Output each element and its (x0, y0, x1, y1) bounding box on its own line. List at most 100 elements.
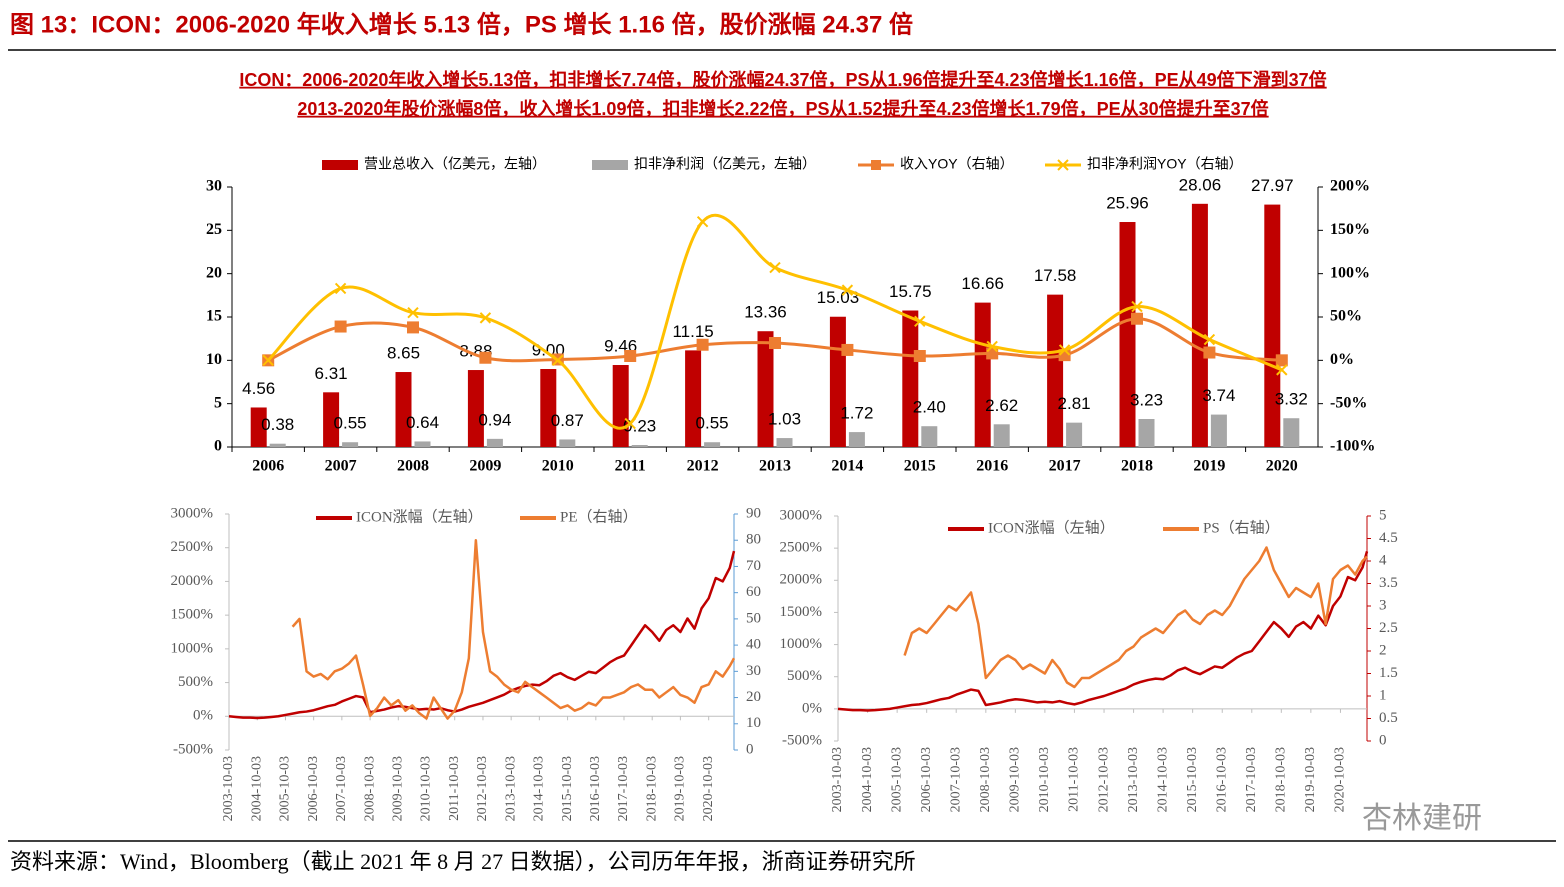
legend-label: PE（右轴） (560, 508, 638, 525)
y2-tick-label: 40 (746, 637, 761, 653)
data-label: 27.97 (1251, 176, 1294, 195)
x-tick-label: 2016-10-03 (588, 756, 603, 821)
data-label: 1.72 (840, 404, 873, 423)
line-marker (986, 347, 999, 360)
line-marker (624, 350, 637, 362)
x-tick-label: 2017-10-03 (1244, 747, 1259, 812)
line-marker (262, 354, 274, 367)
x-tick-label: 2006-10-03 (919, 747, 934, 812)
x-tick-label: 2003-10-03 (221, 756, 236, 821)
bar (1047, 294, 1064, 447)
bar (776, 438, 793, 447)
bar (757, 331, 774, 447)
line-marker (624, 417, 636, 430)
bar (993, 424, 1010, 447)
y-tick-label: 30 (206, 178, 222, 195)
figure-title: 图 13：ICON：2006-2020 年收入增长 5.13 倍，PS 增长 1… (10, 10, 913, 38)
x-tick-label: 2012-10-03 (475, 756, 490, 821)
data-label: 17.58 (1034, 266, 1077, 285)
line-marker (1058, 344, 1071, 356)
subtitle-line: ICON：2006-2020年收入增长5.13倍，扣非增长7.74倍，股价涨幅2… (239, 69, 1326, 90)
x-tick-label: 2015 (904, 458, 936, 475)
line-series (228, 550, 736, 720)
line-marker (769, 337, 781, 349)
y2-tick-label: 0.5 (1379, 710, 1398, 726)
y2-tick-label: 20 (746, 689, 761, 705)
x-tick-label: 2006 (252, 458, 284, 475)
x-tick-label: 2008 (397, 458, 429, 475)
line-marker (407, 306, 419, 319)
y-tick-label: 3000% (171, 505, 214, 521)
line-series (291, 538, 736, 720)
line-marker (407, 321, 419, 334)
line-marker (913, 350, 926, 362)
data-label: 16.66 (961, 274, 1004, 293)
y2-tick-label: 4.5 (1379, 530, 1398, 546)
data-label: 3.32 (1275, 390, 1308, 409)
bar (848, 432, 865, 447)
line-marker (479, 312, 492, 324)
x-tick-label: 2007-10-03 (948, 747, 963, 812)
x-tick-label: 2017 (1049, 458, 1081, 475)
x-tick-label: 2010 (542, 458, 574, 475)
data-label: 4.56 (242, 379, 275, 398)
legend-swatch (322, 160, 358, 170)
line-marker (841, 284, 854, 296)
bar (1210, 414, 1227, 447)
x-tick-label: 2020 (1266, 458, 1298, 475)
y2-tick-label: 2 (1379, 642, 1387, 658)
y-tick-label: 500% (787, 668, 822, 684)
x-tick-label: 2018-10-03 (1274, 747, 1289, 812)
bar (1119, 222, 1136, 447)
line-marker (1131, 312, 1143, 325)
line-marker (479, 351, 492, 364)
bar (685, 350, 702, 447)
line-series (903, 546, 1368, 689)
line-marker (1203, 333, 1216, 346)
legend-swatch (592, 160, 628, 170)
legend-label: PS（右轴） (1203, 519, 1280, 536)
bar (921, 426, 938, 447)
bar (631, 445, 648, 447)
y2-tick-label: 3.5 (1379, 575, 1398, 591)
legend-label: ICON涨幅（左轴） (356, 508, 483, 525)
y-tick-label: 20 (206, 264, 222, 281)
y2-tick-label: -100% (1330, 438, 1375, 455)
line-marker (986, 340, 998, 353)
data-label: 11.15 (672, 322, 713, 341)
x-tick-label: 2012-10-03 (1096, 747, 1111, 812)
y2-tick-label: 60 (746, 584, 761, 600)
x-tick-label: 2018 (1121, 458, 1153, 475)
legend-label: 收入YOY（右轴） (900, 156, 1014, 172)
data-label: 2.62 (985, 396, 1018, 415)
x-tick-label: 2009-10-03 (391, 756, 406, 821)
data-label: 2.40 (913, 398, 946, 417)
x-tick-label: 2007 (325, 458, 357, 475)
x-tick-label: 2019 (1193, 458, 1225, 475)
data-label: 0.55 (334, 414, 367, 433)
y2-tick-label: 10 (746, 715, 761, 731)
line-marker (334, 320, 347, 333)
x-tick-label: 2016-10-03 (1214, 747, 1229, 812)
bar (704, 442, 721, 447)
line-marker (1203, 346, 1216, 359)
line-marker (914, 315, 926, 328)
y-tick-label: 2000% (171, 573, 214, 589)
y-tick-label: 10 (206, 351, 222, 368)
bar (974, 302, 991, 447)
bar (486, 438, 503, 447)
y2-tick-label: 5 (1379, 507, 1387, 523)
x-tick-label: 2009 (469, 458, 501, 475)
data-label: 0.94 (478, 410, 511, 429)
line-marker (696, 215, 709, 228)
data-label: 6.31 (315, 364, 348, 383)
y2-tick-label: 50% (1330, 308, 1362, 325)
legend-label: 扣非净利润YOY（右轴） (1087, 156, 1243, 172)
watermark: 杏林建研 (1362, 802, 1482, 835)
x-tick-label: 2012 (687, 458, 719, 475)
line-marker (841, 343, 854, 356)
x-tick-label: 2004-10-03 (249, 756, 264, 821)
x-tick-label: 2015-10-03 (560, 756, 575, 821)
y-tick-label: 1000% (780, 636, 823, 652)
